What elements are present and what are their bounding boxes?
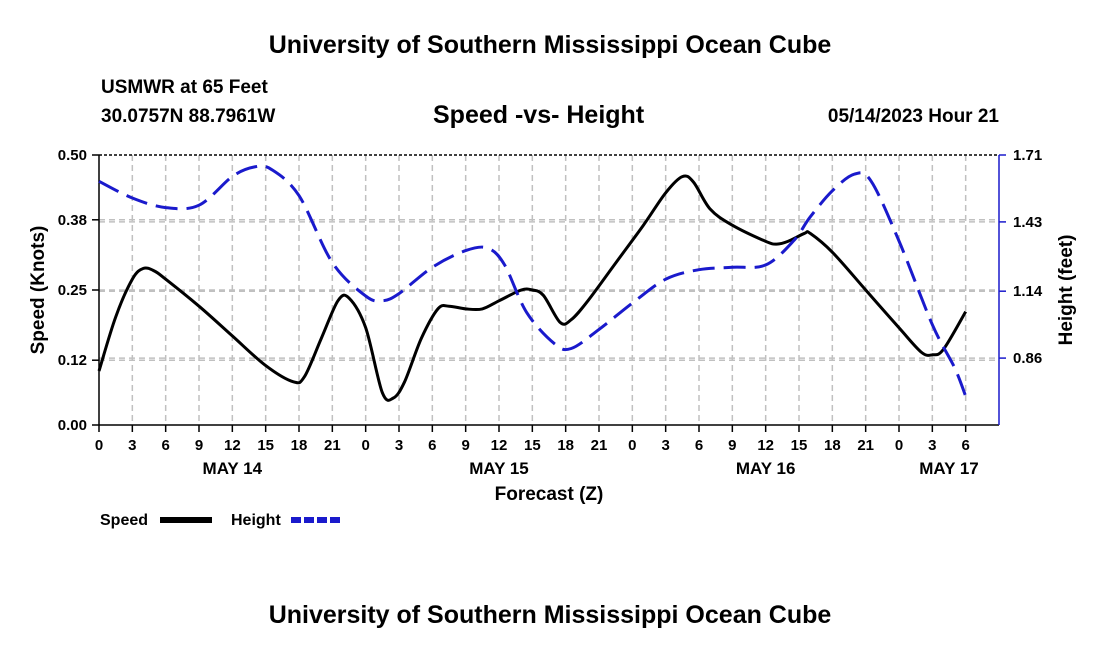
- x-tick-label: 15: [524, 437, 541, 454]
- x-tick-label: 21: [857, 437, 874, 454]
- y-tick-label-right: 0.86: [1013, 350, 1042, 367]
- series-height-line: [98, 164, 968, 397]
- day-label: MAY 16: [736, 459, 796, 478]
- y-tick-label-right: 1.14: [1013, 283, 1043, 300]
- x-tick-label: 18: [291, 437, 308, 454]
- x-tick-label: 18: [824, 437, 841, 454]
- day-label: MAY 14: [203, 459, 263, 478]
- chart-title: University of Southern Mississippi Ocean…: [268, 31, 832, 59]
- x-tick-label: 12: [757, 437, 774, 454]
- y-tick-label-right: 1.43: [1013, 214, 1042, 231]
- y-tick-label-left: 0.12: [58, 352, 87, 369]
- x-tick-label: 9: [195, 437, 203, 454]
- x-tick-label: 0: [361, 437, 369, 454]
- series-speed-line: [97, 174, 967, 402]
- x-tick-label: 6: [695, 437, 703, 454]
- x-tick-label: 3: [661, 437, 669, 454]
- x-tick-label: 3: [128, 437, 136, 454]
- x-tick-label: 15: [791, 437, 808, 454]
- x-tick-label: 0: [895, 437, 903, 454]
- legend-height-label: Height: [231, 512, 281, 529]
- x-tick-label: 3: [395, 437, 403, 454]
- x-tick-label: 18: [557, 437, 574, 454]
- x-tick-label: 6: [161, 437, 169, 454]
- x-tick-label: 0: [628, 437, 636, 454]
- y-axis-title-right: Height (feet): [1056, 235, 1077, 346]
- y-tick-label-left: 0.00: [58, 417, 87, 434]
- x-tick-label: 15: [257, 437, 274, 454]
- x-tick-label: 9: [728, 437, 736, 454]
- day-label: MAY 15: [469, 459, 529, 478]
- chart-subtitle: Speed -vs- Height: [433, 101, 645, 129]
- x-tick-label: 6: [428, 437, 436, 454]
- x-tick-label: 21: [324, 437, 341, 454]
- day-label: MAY 17: [919, 459, 979, 478]
- footer-title: University of Southern Mississippi Ocean…: [268, 601, 832, 629]
- y-tick-label-right: 1.71: [1013, 147, 1042, 164]
- legend-speed-label: Speed: [100, 512, 148, 529]
- coordinates-label: 30.0757N 88.7961W: [101, 106, 276, 127]
- datetime-label: 05/14/2023 Hour 21: [827, 106, 999, 127]
- x-tick-label: 0: [95, 437, 103, 454]
- y-axis-title-left: Speed (Knots): [28, 226, 49, 355]
- y-tick-label-left: 0.38: [58, 212, 87, 229]
- station-label: USMWR at 65 Feet: [101, 77, 268, 98]
- x-tick-label: 12: [491, 437, 508, 454]
- x-tick-label: 6: [961, 437, 969, 454]
- y-tick-label-left: 0.25: [58, 282, 87, 299]
- x-tick-label: 21: [591, 437, 608, 454]
- y-tick-label-left: 0.50: [58, 147, 87, 164]
- x-tick-label: 9: [461, 437, 469, 454]
- x-axis-title: Forecast (Z): [495, 484, 604, 505]
- x-tick-label: 12: [224, 437, 241, 454]
- x-tick-label: 3: [928, 437, 936, 454]
